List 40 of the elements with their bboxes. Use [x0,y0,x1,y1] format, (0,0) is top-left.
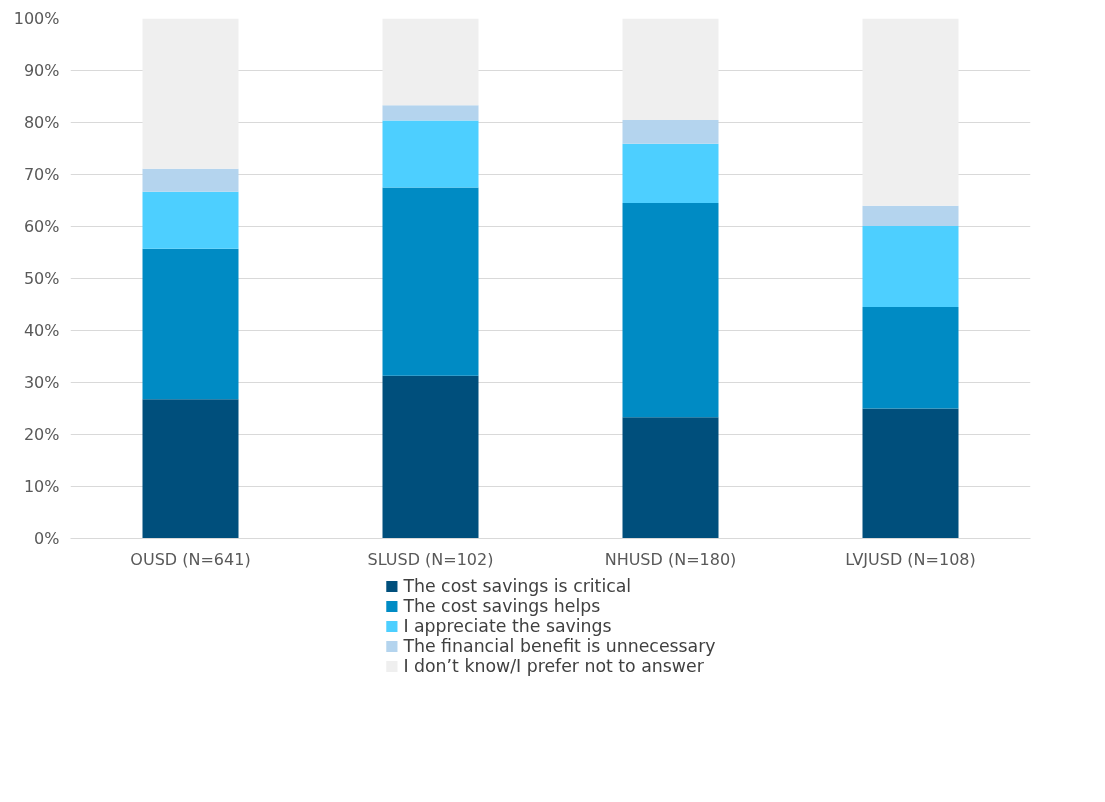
y-tick-label: 0% [34,529,60,548]
x-tick-label: NHUSD (N=180) [604,549,737,569]
bar [382,105,479,121]
legend-label: I don’t know/I prefer not to answer [403,656,704,676]
bar [382,18,479,106]
bar [622,417,719,539]
y-tick-label: 40% [23,321,60,340]
y-tick-label: 60% [23,217,60,236]
bar [382,120,479,188]
y-tick-label: 80% [23,113,60,132]
y-tick-label: 70% [23,165,60,184]
y-tick-label: 50% [23,269,60,288]
bar [622,119,719,144]
y-tick-label: 30% [23,373,60,392]
x-tick-label: LVJUSD (N=108) [845,549,976,569]
bar [862,408,959,539]
y-tick-label: 10% [23,477,60,496]
x-tick-label: OUSD (N=641) [130,549,251,569]
legend-label: The financial benefit is unnecessary [403,636,716,656]
legend-label: I appreciate the savings [403,616,612,636]
y-tick-label: 100% [13,9,60,28]
bar [382,187,479,376]
bar [622,18,719,120]
bar [862,225,959,308]
bar [862,18,959,206]
bar [142,248,239,400]
y-tick-label: 20% [23,425,60,444]
bar [622,143,719,204]
bar [622,203,719,418]
bar [382,375,479,539]
y-tick-label: 90% [23,61,60,80]
legend-label: The cost savings is critical [403,576,632,596]
legend-label: The cost savings helps [403,596,601,616]
bar [142,399,239,539]
bar [142,18,239,169]
bar [862,307,959,409]
bar [142,191,239,249]
bar [862,205,959,226]
bar [142,168,239,192]
x-tick-label: SLUSD (N=102) [367,549,494,569]
